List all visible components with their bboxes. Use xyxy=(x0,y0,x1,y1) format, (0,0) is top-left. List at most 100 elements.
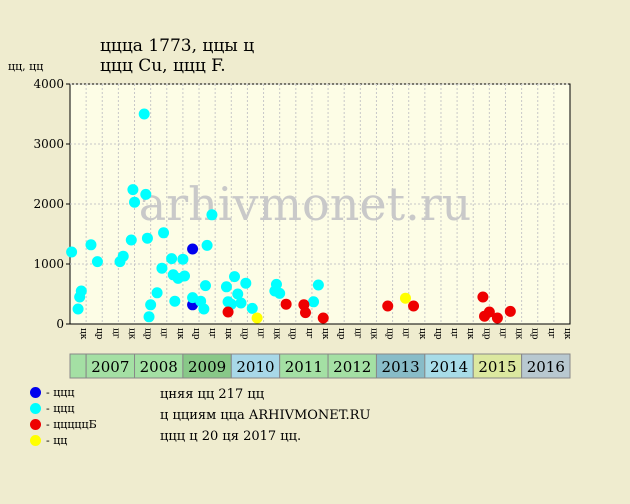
x-tick-label: цр xyxy=(143,328,153,340)
year-band xyxy=(230,353,281,379)
year-label: 2014 xyxy=(430,358,468,376)
year-band xyxy=(279,353,329,379)
year-label: 2015 xyxy=(478,358,516,376)
year-label: 2009 xyxy=(188,358,226,376)
data-point xyxy=(72,303,84,315)
data-point xyxy=(187,243,199,255)
x-tick-label: цр xyxy=(433,328,443,340)
data-point xyxy=(483,306,495,318)
data-point xyxy=(274,287,286,299)
year-label: 2016 xyxy=(527,358,565,376)
x-tick-label: цк xyxy=(368,328,378,340)
data-point xyxy=(141,232,153,244)
legend-item: - ццц xyxy=(30,400,97,416)
x-tick-label: цг xyxy=(449,328,459,339)
legend-swatch xyxy=(30,386,41,398)
data-point xyxy=(206,209,218,221)
data-point xyxy=(117,250,129,262)
data-point xyxy=(232,288,244,300)
data-point xyxy=(229,271,241,283)
year-band xyxy=(182,353,232,379)
data-point xyxy=(201,239,213,251)
x-tick-label: цр xyxy=(530,328,540,340)
legend-item: - цц xyxy=(30,432,97,448)
x-tick-label: цр xyxy=(191,328,201,340)
x-tick-label: цг xyxy=(546,328,556,339)
year-band xyxy=(521,353,571,379)
year-band xyxy=(327,353,377,379)
legend-item: - ццц xyxy=(30,384,97,400)
year-band-start xyxy=(69,353,87,379)
data-point xyxy=(179,270,191,282)
year-band xyxy=(134,353,184,379)
y-tick-label: 0 xyxy=(56,317,64,331)
data-point xyxy=(145,299,157,311)
data-point xyxy=(140,188,152,200)
year-band xyxy=(375,353,426,379)
x-tick-label: цг xyxy=(497,328,507,339)
x-tick-label: цк xyxy=(562,328,572,340)
watermark: arhivmonet.ru xyxy=(139,177,472,231)
data-point xyxy=(246,302,258,314)
note-line: ццц ц 20 ця 2017 цц. xyxy=(160,429,302,444)
data-point xyxy=(125,234,137,246)
data-point xyxy=(66,246,78,258)
notes: цняя цц 217 цц ц цциям цца ARHIVMONET.RU… xyxy=(160,384,370,447)
data-point xyxy=(235,297,247,309)
year-band xyxy=(472,353,523,379)
legend-label: - ццц xyxy=(46,401,75,415)
x-tick-label: цр xyxy=(239,328,249,340)
x-tick-label: цк xyxy=(272,328,282,340)
year-label: 2011 xyxy=(285,358,323,376)
x-tick-label: цк xyxy=(223,328,233,340)
x-tick-label: цк xyxy=(514,328,524,340)
data-point xyxy=(477,291,489,303)
note-line: цняя цц 217 цц xyxy=(160,387,265,402)
data-point xyxy=(299,307,311,319)
data-point xyxy=(280,298,292,310)
x-tick-label: цг xyxy=(207,328,217,339)
data-point xyxy=(317,312,329,324)
year-label: 2007 xyxy=(91,358,129,376)
x-tick-label: цр xyxy=(94,328,104,340)
x-tick-label: цк xyxy=(465,328,475,340)
data-point xyxy=(408,300,420,312)
data-point xyxy=(382,300,394,312)
y-tick-label: 3000 xyxy=(33,137,64,151)
y-tick-label: 4000 xyxy=(33,77,64,91)
x-tick-label: цр xyxy=(481,328,491,340)
year-label: 2013 xyxy=(382,358,420,376)
data-point xyxy=(138,108,150,120)
x-tick-label: цр xyxy=(336,328,346,340)
year-label: 2012 xyxy=(333,358,371,376)
x-tick-label: цг xyxy=(159,328,169,339)
y-axis-label: цц, цц xyxy=(8,60,44,73)
x-tick-label: цг xyxy=(352,328,362,339)
data-point xyxy=(127,184,139,196)
legend-swatch xyxy=(30,402,41,414)
legend-item: - цццццБ xyxy=(30,416,97,432)
data-point xyxy=(222,306,234,318)
year-label: 2010 xyxy=(236,358,274,376)
data-point xyxy=(399,292,411,304)
legend-swatch xyxy=(30,434,41,446)
legend-label: - ццц xyxy=(46,385,75,399)
x-tick-label: цг xyxy=(401,328,411,339)
x-tick-label: цр xyxy=(288,328,298,340)
legend-label: - цц xyxy=(46,433,68,447)
data-point xyxy=(177,253,189,265)
data-point xyxy=(308,296,320,308)
data-point xyxy=(199,280,211,292)
data-point xyxy=(75,285,87,297)
x-tick-label: цк xyxy=(320,328,330,340)
legend-label: - цццццБ xyxy=(46,417,97,431)
x-tick-label: цг xyxy=(304,328,314,339)
data-point xyxy=(312,279,324,291)
data-point xyxy=(166,253,178,265)
x-tick-label: цг xyxy=(110,328,120,339)
data-point xyxy=(158,227,170,239)
data-point xyxy=(270,278,282,290)
data-point xyxy=(491,312,503,324)
data-point xyxy=(504,305,516,317)
